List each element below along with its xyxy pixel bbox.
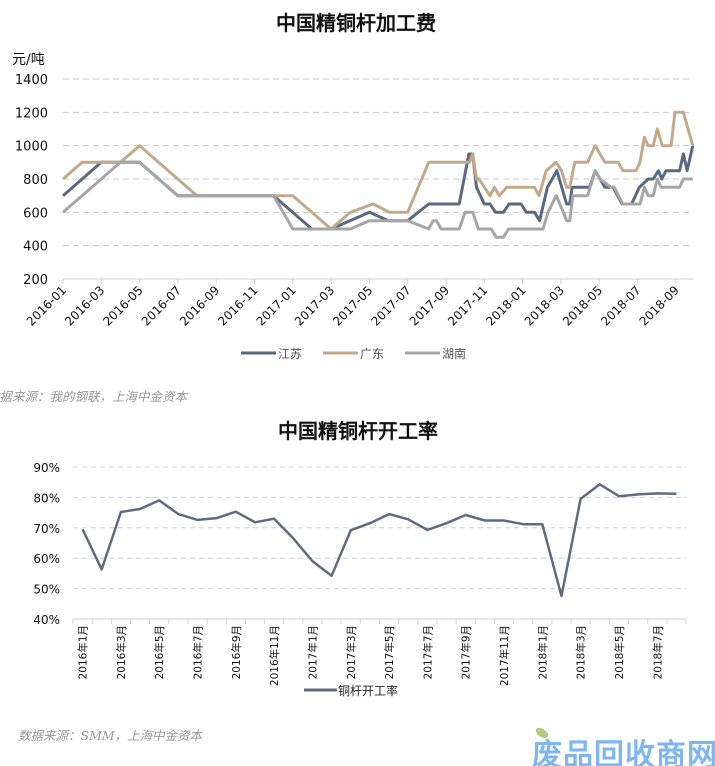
x-tick-label: 2016-01: [24, 283, 69, 328]
y-tick-label: 400: [23, 240, 48, 255]
leaf-icon: [535, 727, 549, 739]
chart2-legend: 铜杆开工率: [304, 683, 398, 698]
y-tick-label: 60%: [33, 552, 60, 566]
y-tick-label: 600: [23, 206, 48, 221]
x-tick-label: 2017-03: [292, 283, 337, 328]
series-line-广东: [62, 110, 695, 231]
x-tick-label: 2017-11: [445, 283, 490, 328]
chart1-axes: 2004006008001000120014002016-012016-0320…: [15, 73, 693, 329]
x-tick-label: 2018-01: [483, 283, 528, 328]
x-tick-label: 2017-07: [368, 283, 413, 328]
x-tick-label: 2017年11月: [498, 625, 511, 686]
x-tick-label: 2016年11月: [268, 625, 281, 686]
watermark-text: 废品回收商网: [532, 738, 715, 766]
y-tick-label: 40%: [33, 613, 60, 627]
chart1-lines: [62, 110, 695, 239]
y-tick-label: 200: [23, 273, 48, 288]
x-tick-label: 2016年9月: [230, 625, 243, 679]
chart1-legend: 江苏 广东 湖南: [241, 346, 466, 361]
x-tick-label: 2018-09: [637, 283, 682, 328]
y-tick-label: 50%: [33, 583, 60, 597]
x-tick-label: 2017-01: [254, 283, 299, 328]
y-tick-label: 800: [23, 173, 48, 188]
x-tick-label: 2018-03: [522, 283, 567, 328]
x-tick-label: 2016年7月: [192, 625, 205, 679]
x-tick-label: 2017年3月: [345, 625, 358, 679]
x-tick-label: 2016-07: [139, 283, 184, 328]
y-tick-label: 1400: [15, 73, 48, 88]
chart1-y-unit: 元/吨: [12, 52, 45, 68]
chart2-source: 数据来源：SMM，上海中金资本: [18, 728, 204, 743]
x-tick-label: 2016-09: [177, 283, 222, 328]
x-tick-label: 2017年7月: [421, 625, 434, 679]
x-tick-label: 2018年3月: [575, 625, 588, 679]
series-line: [81, 483, 677, 598]
y-tick-label: 1000: [15, 140, 48, 155]
x-tick-label: 2016年5月: [153, 625, 166, 679]
legend-label: 湖南: [442, 346, 466, 361]
chart2-grid: [73, 466, 686, 590]
x-tick-label: 2018年5月: [613, 625, 626, 679]
x-tick-label: 2017-05: [330, 283, 375, 328]
x-tick-label: 2017-09: [407, 283, 452, 328]
chart2-axes: 40% 50% 60% 70% 80% 90% 2016年1月 2016年3月 2016年5月 2…: [33, 461, 687, 686]
chart2-title: 中国精铜杆开工率: [278, 419, 438, 443]
x-tick-label: 2017年5月: [383, 625, 396, 679]
legend-label: 铜杆开工率: [338, 683, 398, 698]
y-tick-label: 70%: [33, 522, 60, 536]
x-tick-label: 2016-03: [62, 283, 107, 328]
chart2-lines: [81, 483, 677, 598]
x-tick-label: 2016-11: [215, 283, 260, 328]
y-tick-label: 90%: [33, 461, 60, 475]
legend-label: 江苏: [278, 347, 302, 361]
chart1-source: 数据来源：我的钢联，上海中金资本: [0, 389, 189, 404]
x-tick-label: 2018-07: [598, 283, 643, 328]
watermark-logo: 废品回收商网: [532, 727, 715, 766]
chart1-title: 中国精铜杆加工费: [276, 11, 436, 35]
x-tick-label: 2016-05: [100, 283, 145, 328]
x-tick-label: 2017年1月: [306, 625, 319, 679]
chart1-grid: [63, 78, 693, 247]
x-tick-label: 2016年3月: [115, 625, 128, 679]
x-tick-label: 2017年9月: [460, 625, 473, 679]
y-tick-label: 80%: [33, 491, 60, 505]
series-line-江苏: [62, 145, 695, 231]
x-tick-label: 2018-05: [560, 283, 605, 328]
x-tick-label: 2018年7月: [651, 625, 664, 679]
x-tick-label: 2018年1月: [536, 625, 549, 679]
x-tick-label: 2016年1月: [77, 625, 90, 679]
legend-label: 广东: [360, 347, 384, 361]
y-tick-label: 1200: [15, 106, 48, 121]
series-line-湖南: [62, 160, 693, 239]
